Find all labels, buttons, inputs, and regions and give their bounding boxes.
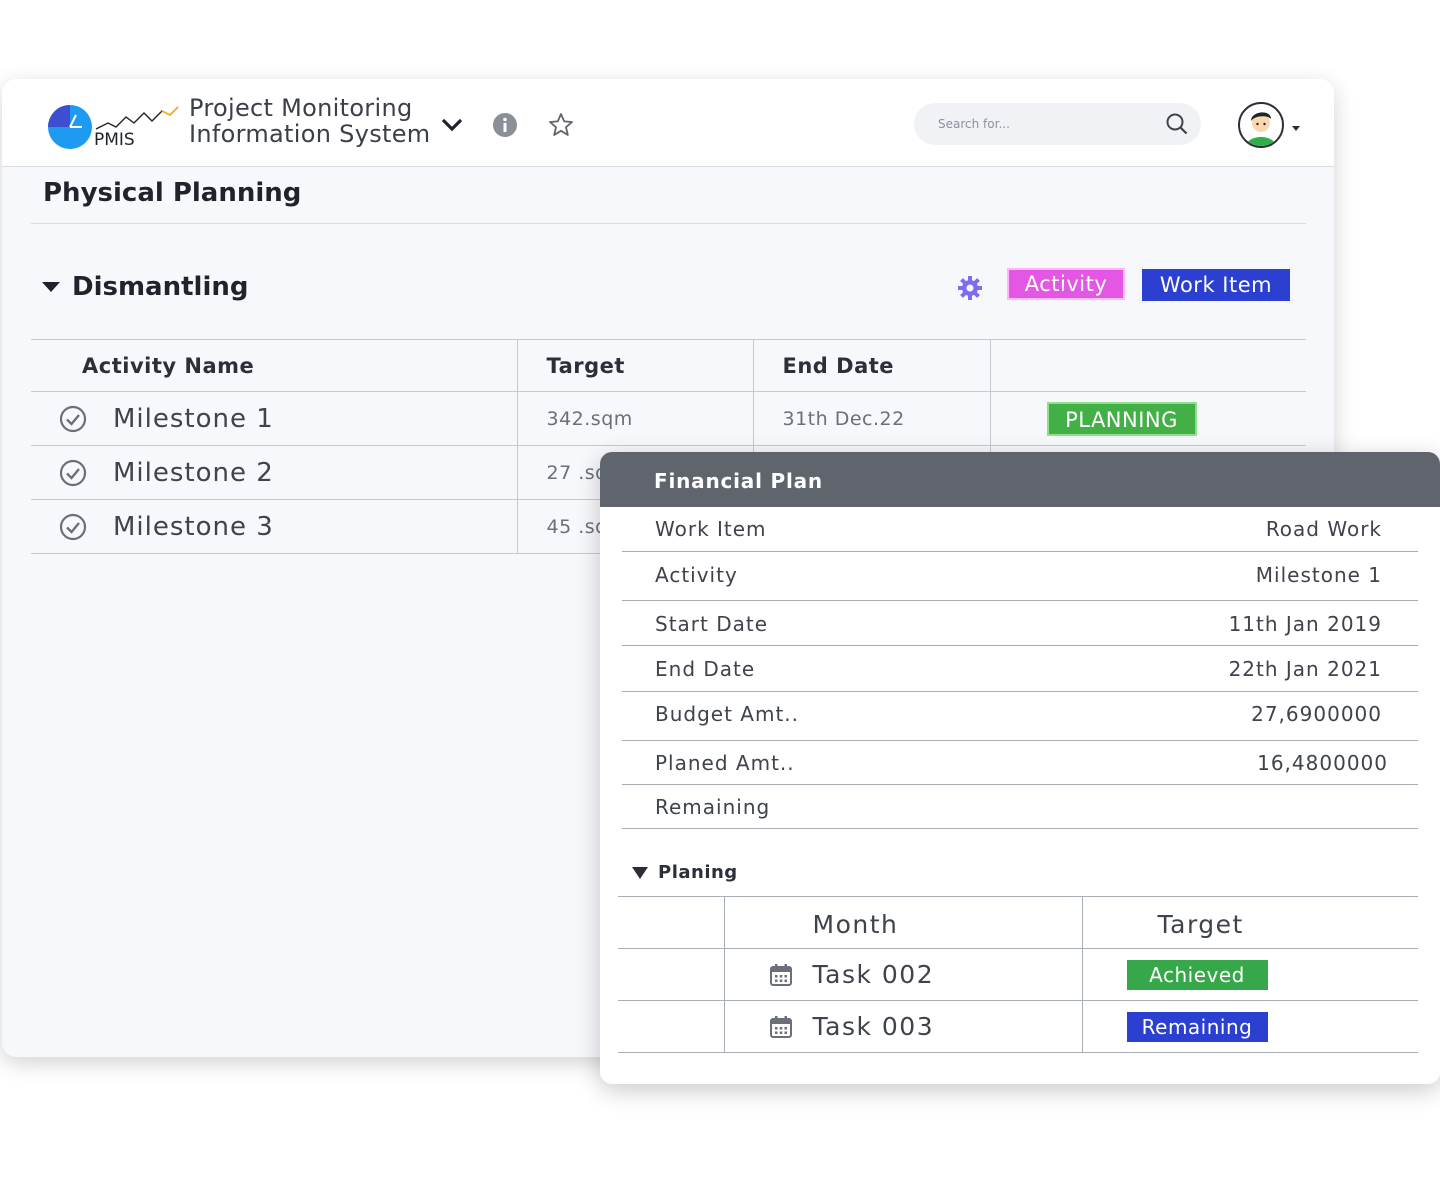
gear-icon[interactable]: [957, 275, 983, 301]
field-row-activity: Activity Milestone 1: [622, 552, 1418, 601]
planing-section-toggle[interactable]: Planing: [632, 862, 738, 883]
column-header: [618, 896, 724, 949]
user-avatar[interactable]: [1238, 102, 1284, 148]
field-label: Budget Amt..: [655, 702, 800, 726]
column-header[interactable]: Target: [1081, 896, 1418, 949]
field-label: Activity: [655, 563, 738, 587]
task-name: Task 003: [812, 1012, 935, 1041]
empty-cell: [618, 948, 724, 1001]
info-icon[interactable]: [492, 112, 518, 138]
chevron-down-icon[interactable]: [438, 111, 466, 139]
calendar-icon: [769, 1015, 792, 1038]
achieved-status-badge[interactable]: Achieved: [1126, 959, 1268, 990]
column-header[interactable]: Month: [723, 896, 1082, 949]
field-row-work-item: Work Item Road Work: [622, 507, 1418, 552]
planing-table: Month Target Task 002 Achieved Task 003 …: [618, 896, 1418, 1053]
top-bar: PMIS Project Monitoring Information Syst…: [2, 79, 1334, 167]
app-title-line2: Information System: [189, 120, 431, 148]
field-label: Planed Amt..: [655, 751, 795, 775]
financial-plan-panel: Financial Plan Work Item Road Work Activ…: [600, 452, 1440, 1084]
table-header-row: Activity Name Target End Date: [31, 339, 1306, 392]
collapse-triangle-icon: [632, 866, 648, 879]
search-input[interactable]: [938, 113, 1148, 135]
field-value: 27,6900000: [1251, 702, 1382, 726]
field-label: Start Date: [655, 612, 769, 636]
logo-text: PMIS: [94, 130, 135, 150]
activity-name-cell: Milestone 2: [31, 458, 517, 488]
activity-button[interactable]: Activity: [1007, 268, 1125, 300]
planing-title: Planing: [658, 862, 738, 883]
table-header-row: Month Target: [618, 896, 1418, 949]
column-header[interactable]: Activity Name: [31, 339, 517, 392]
remaining-status-badge[interactable]: Remaining: [1126, 1011, 1268, 1042]
section-toggle-dismantling[interactable]: Dismantling: [42, 272, 249, 302]
table-row[interactable]: Task 003 Remaining: [618, 1000, 1418, 1053]
work-item-button[interactable]: Work Item: [1142, 269, 1290, 301]
field-label: Remaining: [655, 795, 771, 819]
panel-header: Financial Plan: [600, 452, 1440, 507]
task-cell: Task 002: [725, 960, 1082, 989]
activity-name-cell: Milestone 1: [31, 404, 517, 434]
activity-name-cell: Milestone 3: [31, 512, 517, 542]
activity-name: Milestone 3: [113, 511, 274, 542]
check-circle-icon: [59, 513, 87, 540]
check-circle-icon: [59, 405, 87, 432]
field-value: Road Work: [1265, 517, 1382, 541]
field-row-budget: Budget Amt.. 27,6900000: [622, 692, 1418, 741]
field-label: End Date: [655, 657, 756, 681]
column-header: [989, 339, 1306, 392]
search-box[interactable]: [914, 103, 1201, 145]
search-icon[interactable]: [1165, 112, 1189, 136]
field-row-start-date: Start Date 11th Jan 2019: [622, 601, 1418, 646]
panel-title: Financial Plan: [654, 469, 823, 493]
collapse-triangle-icon: [42, 282, 60, 292]
target-cell: 342.sqm: [516, 391, 753, 446]
star-icon[interactable]: [547, 111, 575, 139]
end-date-cell: 31th Dec.22: [752, 391, 990, 446]
check-circle-icon: [59, 459, 87, 486]
empty-cell: [618, 1000, 724, 1053]
field-value: Milestone 1: [1255, 563, 1382, 587]
planning-status-badge[interactable]: PLANNING: [1046, 401, 1197, 436]
field-row-remaining: Remaining: [622, 785, 1418, 829]
table-row[interactable]: Task 002 Achieved: [618, 948, 1418, 1001]
field-value: 16,4800000: [1257, 751, 1388, 775]
caret-down-icon[interactable]: [1290, 119, 1302, 131]
field-row-end-date: End Date 22th Jan 2021: [622, 646, 1418, 692]
field-row-planned: Planed Amt.. 16,4800000: [622, 741, 1418, 785]
field-label: Work Item: [655, 517, 767, 541]
pmis-logo[interactable]: PMIS: [46, 101, 182, 153]
column-header[interactable]: End Date: [752, 339, 990, 392]
task-cell: Task 003: [725, 1012, 1082, 1041]
calendar-icon: [769, 963, 792, 986]
app-title-line1: Project Monitoring: [189, 94, 413, 122]
activity-name: Milestone 1: [113, 403, 274, 434]
page-title: Physical Planning: [43, 178, 302, 208]
divider: [31, 223, 1306, 224]
activity-name: Milestone 2: [113, 457, 274, 488]
table-row[interactable]: Milestone 1 342.sqm 31th Dec.22 PLANNING: [31, 391, 1306, 446]
app-title: Project Monitoring Information System: [189, 95, 430, 147]
column-header[interactable]: Target: [516, 339, 753, 392]
section-title: Dismantling: [72, 272, 249, 302]
task-name: Task 002: [812, 960, 935, 989]
field-value: 11th Jan 2019: [1228, 612, 1382, 636]
field-value: 22th Jan 2021: [1228, 657, 1382, 681]
